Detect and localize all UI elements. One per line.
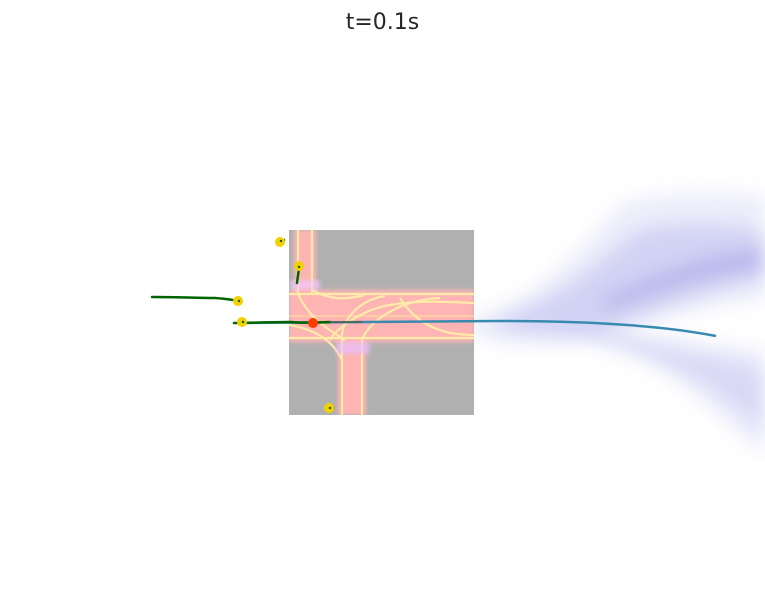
agent-marker-4 xyxy=(275,237,285,247)
agent-history-1 xyxy=(150,295,240,303)
ego-vehicle-marker xyxy=(308,318,318,328)
agent-markers xyxy=(233,237,334,413)
prediction-cloud xyxy=(470,193,765,455)
plot-title: t=0.1s xyxy=(345,10,420,35)
lane-network xyxy=(289,230,474,415)
